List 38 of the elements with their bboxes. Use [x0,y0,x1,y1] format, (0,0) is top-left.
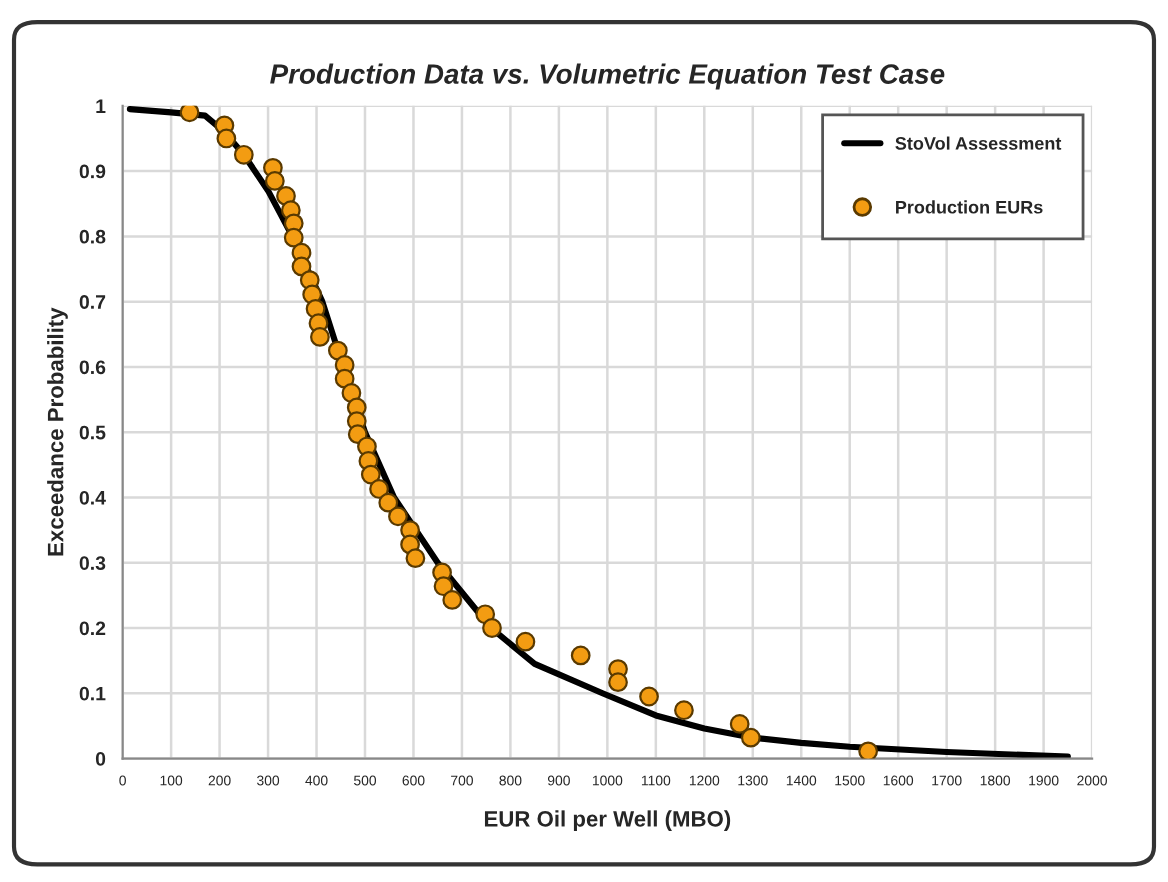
point [378,492,399,513]
point [515,631,536,652]
y-tick-label: 0.3 [79,556,106,570]
point [283,227,304,248]
y-tick-label: 0.8 [79,229,106,244]
point [179,105,200,123]
point [858,741,879,759]
y-tick-label: 0.9 [79,164,106,179]
point [310,326,330,347]
point [639,686,659,707]
y-tick-label: 0.5 [79,425,106,440]
point [264,171,285,191]
point [570,645,591,666]
point [442,590,463,610]
x-axis-title: EUR Oil per Well (MBO) [484,810,731,832]
y-tick-label: 0.6 [79,360,106,375]
point [674,700,694,721]
y-axis-title: Exceedance Probability [47,307,68,556]
y-tick-label: 1 [96,99,106,113]
y-tick-label: 0.4 [79,490,106,505]
point [360,464,381,485]
point [433,576,454,597]
point [369,479,389,499]
legend-label: StoVol Assessment [895,136,1062,150]
y-tick-label: 0.7 [79,295,106,309]
y-tick-label: 0.2 [79,621,106,636]
point [482,618,502,638]
point [729,714,750,734]
chart-title: Production Data vs. Volumetric Equation Test Case [270,63,945,90]
point [608,672,628,693]
point [216,128,237,149]
point [233,144,254,165]
y-tick-label: 0 [95,751,106,766]
legend-label: Production EURs [896,200,1043,214]
point [740,727,761,748]
y-tick-label: 0.1 [79,686,106,701]
point [388,506,408,527]
point [405,548,426,569]
